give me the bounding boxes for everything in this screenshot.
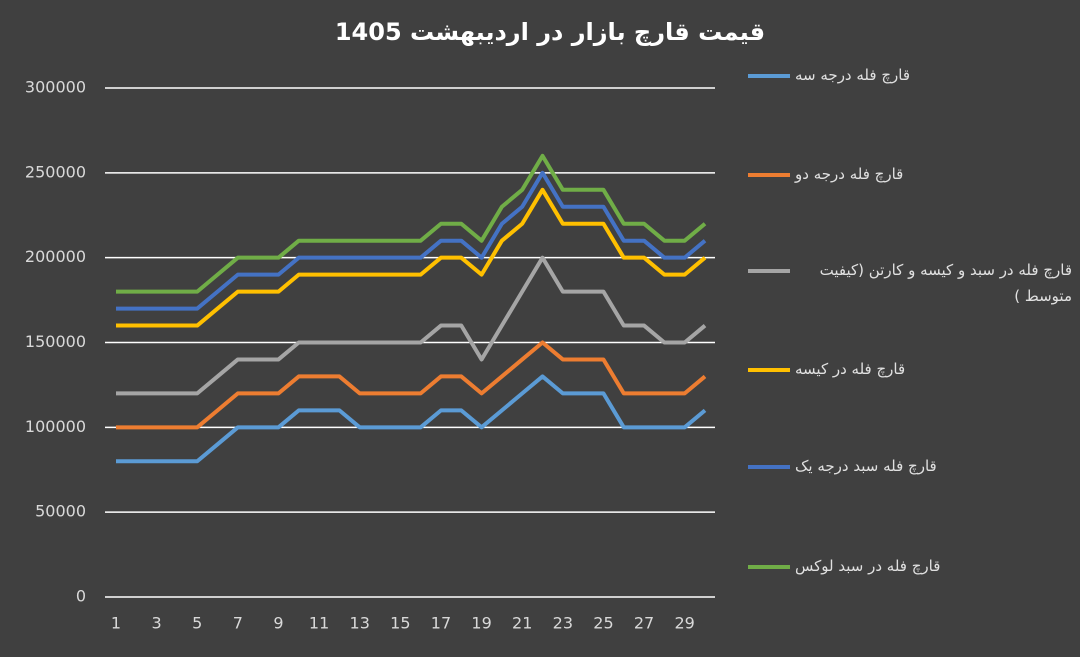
x-tick-label: 5	[192, 614, 202, 633]
legend-label: قارچ فله در سبد لوکس	[795, 557, 941, 575]
series-line	[116, 187, 707, 328]
x-tick-label: 23	[553, 614, 573, 633]
y-tick-label: 250000	[25, 162, 86, 181]
x-tick-label: 27	[634, 614, 654, 633]
series-line	[116, 374, 707, 464]
x-tick-label: 19	[471, 614, 491, 633]
legend-label: قارچ فله درجه دو	[795, 165, 904, 183]
x-tick-label: 17	[431, 614, 451, 633]
series-line	[116, 153, 707, 294]
x-tick-label: 29	[675, 614, 695, 633]
y-tick-label: 200000	[25, 247, 86, 266]
x-tick-label: 21	[512, 614, 532, 633]
x-tick-label: 9	[273, 614, 283, 633]
x-tick-label: 25	[593, 614, 613, 633]
y-tick-label: 0	[76, 587, 86, 606]
legend-label: قارچ فله درجه سه	[795, 66, 910, 84]
x-tick-label: 11	[309, 614, 329, 633]
series-line	[116, 340, 707, 430]
y-tick-label: 50000	[35, 502, 86, 521]
x-tick-label: 7	[233, 614, 243, 633]
legend-label: قارچ فله در سبد و کیسه و کارتن (کیفیت مت…	[819, 261, 1072, 305]
x-tick-label: 1	[111, 614, 121, 633]
y-tick-label: 150000	[25, 332, 86, 351]
legend-label: قارچ فله سبد درجه یک	[795, 457, 937, 475]
x-tick-label: 15	[390, 614, 410, 633]
chart-title: قیمت قارچ بازار در اردیبهشت 1405	[335, 18, 765, 46]
y-tick-label: 300000	[25, 78, 86, 97]
x-tick-label: 13	[350, 614, 370, 633]
legend-label: قارچ فله در کیسه	[795, 360, 906, 378]
x-tick-label: 3	[152, 614, 162, 633]
y-tick-label: 100000	[25, 417, 86, 436]
series-line	[116, 255, 707, 396]
series-line	[116, 170, 707, 311]
